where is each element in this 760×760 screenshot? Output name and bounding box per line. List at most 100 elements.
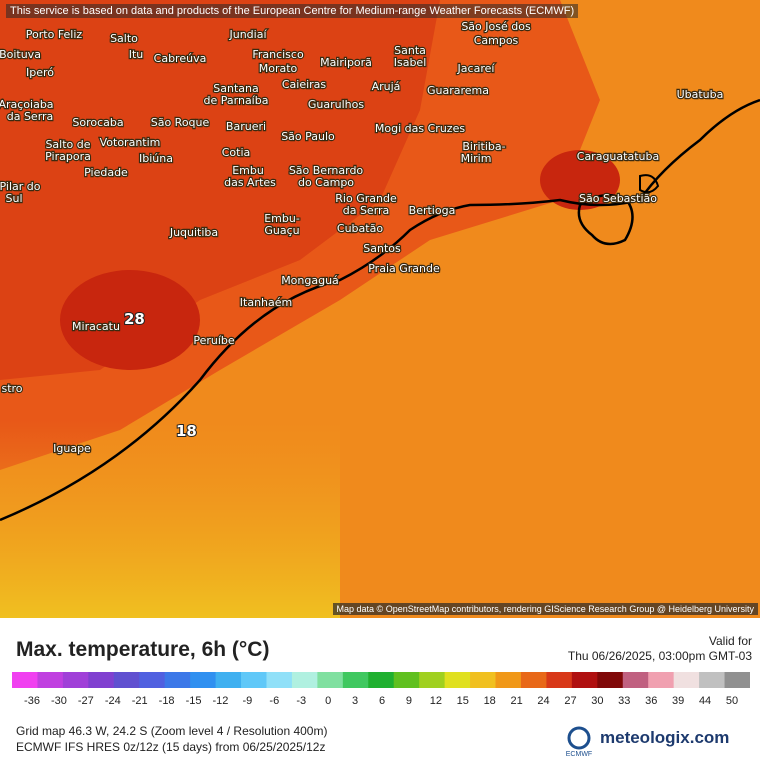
- valid-time: Thu 06/26/2025, 03:00pm GMT-03: [567, 649, 752, 663]
- colorbar-tick-label: 12: [429, 695, 442, 707]
- place-label: Embu: [232, 164, 264, 177]
- map-canvas: Salto Porto Feliz Jundiaí São José dosCampo…: [0, 0, 760, 618]
- place-label: Mogi das Cruzes: [375, 122, 465, 135]
- place-label: da Serra: [7, 110, 54, 123]
- place-label: Itanhaém: [240, 296, 292, 309]
- place-label: Itu: [129, 48, 144, 61]
- place-label: Campos: [474, 34, 519, 47]
- colorbar-segment: [622, 672, 649, 688]
- place-label: São Roque: [151, 116, 210, 129]
- place-label: Barueri: [226, 120, 266, 133]
- place-label: Cotia: [222, 146, 251, 159]
- colorbar-tick-label: -24: [104, 695, 121, 707]
- place-label: Cabreúva: [154, 52, 207, 65]
- small-island: [639, 174, 660, 194]
- place-label: Rio Grande: [335, 192, 397, 205]
- colorbar-tick-label: 50: [725, 695, 739, 707]
- colorbar-tick-label: -6: [269, 695, 280, 707]
- place-label: Iguape: [53, 442, 91, 455]
- place-labels: Salto Porto Feliz Jundiaí São José dosCampo…: [0, 19, 725, 456]
- colorbar-tick-label: 39: [672, 695, 685, 707]
- colorbar-segment: [648, 672, 675, 688]
- colorbar-segment: [215, 672, 242, 688]
- colorbar-segment: [368, 672, 395, 688]
- place-label: Embu-: [264, 212, 300, 225]
- colorbar-segment: [88, 672, 115, 688]
- colorbar-tick-label: 21: [510, 695, 523, 707]
- colorbar-tick-label: 0: [325, 695, 332, 707]
- place-label: Araçoiaba: [0, 98, 54, 111]
- colorbar-tick-label: 30: [591, 695, 604, 707]
- meteologix-brand[interactable]: meteologix.com: [600, 728, 730, 747]
- place-label: Miracatu: [72, 320, 120, 333]
- place-label: Peruíbe: [193, 334, 235, 347]
- colorbar-segment: [317, 672, 344, 688]
- place-label: Sul: [5, 192, 22, 205]
- colorbar-segment: [164, 672, 191, 688]
- map-title: Max. temperature, 6h (°C): [16, 638, 270, 661]
- place-label: Ubatuba: [677, 88, 724, 101]
- place-label: Caraguatatuba: [577, 150, 659, 163]
- colorbar-tick-label: -9: [242, 695, 253, 707]
- colorbar-segment: [546, 672, 573, 688]
- colorbar-segment: [190, 672, 217, 688]
- place-label: Jacareí: [457, 62, 496, 75]
- place-label: Bertioga: [409, 204, 456, 217]
- place-label: Ibiúna: [139, 152, 173, 165]
- place-label: Salto: [110, 32, 138, 45]
- hot-spot-miracatu: [60, 270, 200, 370]
- colorbar-tick-label: -15: [185, 695, 202, 707]
- place-label: São Sebastião: [579, 192, 657, 205]
- colorbar-tick-label: 6: [378, 695, 386, 707]
- place-label: Boituva: [0, 48, 41, 61]
- colorbar-ticks: -36 -30 -27 -24 -21 -18 -15 -12 -9 -6 -3 0 3 6 9 12 15 18…: [12, 695, 750, 709]
- colorbar-segment: [597, 672, 624, 688]
- place-label: Jundiaí: [228, 28, 267, 41]
- temperature-map[interactable]: Salto Porto Feliz Jundiaí São José dos Campo…: [0, 0, 760, 618]
- place-label: Sorocaba: [72, 116, 123, 129]
- place-label: Salto de: [45, 138, 90, 151]
- place-label: Caieiras: [282, 78, 327, 91]
- place-label: São Paulo: [281, 130, 335, 143]
- place-label: Santos: [363, 242, 401, 255]
- model-info: ECMWF IFS HRES 0z/12z (15 days) from 06/…: [16, 740, 326, 754]
- colorbar-segment: [470, 672, 497, 688]
- place-label: Mirim: [461, 152, 492, 165]
- place-label: Isabel: [394, 56, 427, 69]
- place-label: Mongaguá: [281, 274, 339, 287]
- colorbar-tick-label: 27: [564, 695, 577, 707]
- colorbar-segment: [571, 672, 598, 688]
- grid-info: Grid map 46.3 W, 24.2 S (Zoom level 4 / …: [16, 724, 328, 738]
- colorbar-tick-label: 18: [483, 695, 496, 707]
- place-label: Guararema: [427, 84, 489, 97]
- map-attribution: Map data © OpenStreetMap contributors, r…: [332, 603, 758, 615]
- colorbar-tick-label: 9: [405, 695, 412, 707]
- colorbar-tick-label: -12: [212, 695, 229, 707]
- place-label: Morato: [259, 62, 298, 75]
- coastline: [0, 98, 760, 522]
- place-label: Mairiporã: [320, 56, 372, 69]
- ecmwf-disclaimer: This service is based on data and produc…: [6, 4, 579, 18]
- ecmwf-logo-text: ECMWF: [566, 751, 592, 758]
- colorbar-segment: [724, 672, 750, 688]
- colorbar-tick-label: 3: [352, 695, 359, 707]
- place-label: do Campo: [298, 176, 354, 189]
- colorbar-segment: [266, 672, 293, 688]
- colorbar-segment: [139, 672, 166, 688]
- place-label: Piedade: [84, 166, 128, 179]
- place-label: da Serra: [343, 204, 390, 217]
- place-label: Guaçu: [264, 224, 299, 237]
- colorbar-segment: [495, 672, 522, 688]
- colorbar-segment: [12, 672, 39, 688]
- place-label: Francisco: [252, 48, 304, 61]
- colorbar-segment: [291, 672, 318, 688]
- legend-footer: Max. temperature, 6h (°C) Valid for Thu …: [0, 618, 760, 760]
- cool-south-zone: [0, 420, 340, 618]
- place-label: stro: [1, 382, 22, 395]
- ilhabela-island: [577, 193, 634, 246]
- colorbar-tick-label: 24: [537, 695, 550, 707]
- colorbar-segment: [241, 672, 268, 688]
- colorbar-tick-label: 44: [698, 695, 712, 707]
- colorbar-tick-label: -36: [24, 695, 40, 707]
- place-label: São José dos: [461, 20, 531, 33]
